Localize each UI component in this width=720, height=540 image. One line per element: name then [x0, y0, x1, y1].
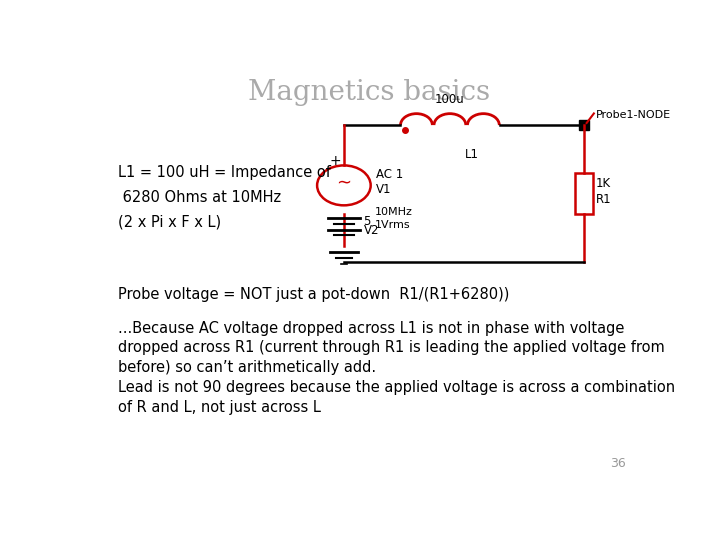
- Text: 10MHz: 10MHz: [374, 207, 413, 218]
- Text: L1 = 100 uH = Impedance of: L1 = 100 uH = Impedance of: [118, 165, 330, 180]
- Text: 6280 Ohms at 10MHz: 6280 Ohms at 10MHz: [118, 190, 281, 205]
- Text: before) so can’t arithmetically add.: before) so can’t arithmetically add.: [118, 360, 376, 375]
- Text: 1Vrms: 1Vrms: [374, 220, 410, 230]
- Text: 5: 5: [364, 215, 371, 228]
- Text: R1: R1: [596, 193, 612, 206]
- Text: ∼: ∼: [336, 174, 351, 192]
- Text: +: +: [330, 153, 341, 167]
- Text: Probe1-NODE: Probe1-NODE: [596, 110, 671, 120]
- Text: V2: V2: [364, 224, 379, 237]
- Text: (2 x Pi x F x L): (2 x Pi x F x L): [118, 214, 221, 230]
- Text: V1: V1: [377, 183, 392, 196]
- Text: AC 1: AC 1: [377, 168, 403, 181]
- Text: 36: 36: [610, 457, 626, 470]
- Text: L1: L1: [465, 148, 480, 161]
- Text: of R and L, not just across L: of R and L, not just across L: [118, 400, 321, 415]
- Text: Lead is not 90 degrees because the applied voltage is across a combination: Lead is not 90 degrees because the appli…: [118, 380, 675, 395]
- Text: Magnetics basics: Magnetics basics: [248, 79, 490, 106]
- Text: 1K: 1K: [596, 177, 611, 190]
- Text: ...Because AC voltage dropped across L1 is not in phase with voltage: ...Because AC voltage dropped across L1 …: [118, 321, 624, 335]
- Text: 100u: 100u: [435, 93, 465, 106]
- Text: Probe voltage = NOT just a pot-down  R1/(R1+6280)): Probe voltage = NOT just a pot-down R1/(…: [118, 287, 509, 302]
- Bar: [575, 173, 593, 214]
- Text: dropped across R1 (current through R1 is leading the applied voltage from: dropped across R1 (current through R1 is…: [118, 341, 665, 355]
